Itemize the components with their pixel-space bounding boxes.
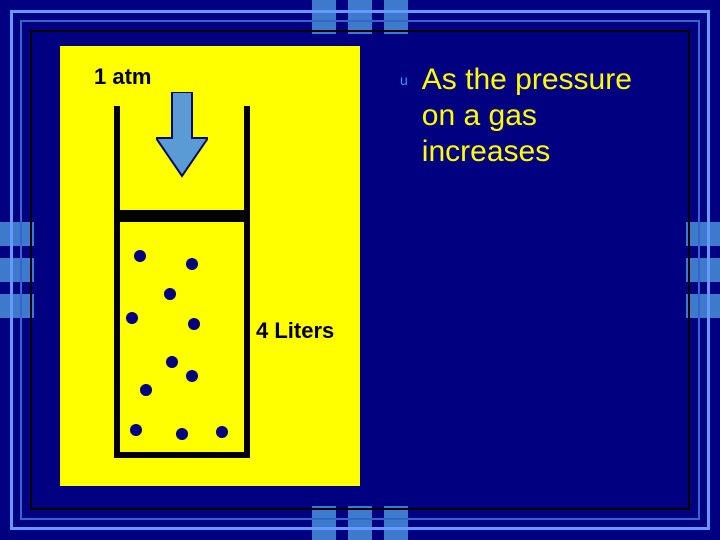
gas-particle <box>176 428 188 440</box>
cylinder-wall-left <box>114 106 120 458</box>
gas-particle <box>216 426 228 438</box>
pressure-label: 1 atm <box>94 64 151 90</box>
bullet-marker: u <box>400 72 408 88</box>
gas-particle <box>164 288 176 300</box>
gas-particle <box>188 318 200 330</box>
gas-particle <box>166 356 178 368</box>
gas-particle <box>130 424 142 436</box>
diagram-background <box>60 46 360 486</box>
slide-content: 1 atm 4 Liters u As the pressure on a ga… <box>40 40 680 500</box>
pressure-arrow-icon <box>156 92 208 178</box>
gas-particle <box>126 312 138 324</box>
gas-particle <box>140 384 152 396</box>
cylinder-wall-right <box>244 106 250 458</box>
volume-label: 4 Liters <box>256 318 334 344</box>
gas-particle <box>186 258 198 270</box>
text-panel: u As the pressure on a gas increases <box>380 40 680 500</box>
gas-particle <box>186 370 198 382</box>
diagram-panel: 1 atm 4 Liters <box>40 40 380 500</box>
bullet-text: As the pressure on a gas increases <box>422 62 670 170</box>
piston <box>120 210 244 222</box>
gas-particle <box>134 250 146 262</box>
cylinder-wall-bottom <box>114 452 250 458</box>
